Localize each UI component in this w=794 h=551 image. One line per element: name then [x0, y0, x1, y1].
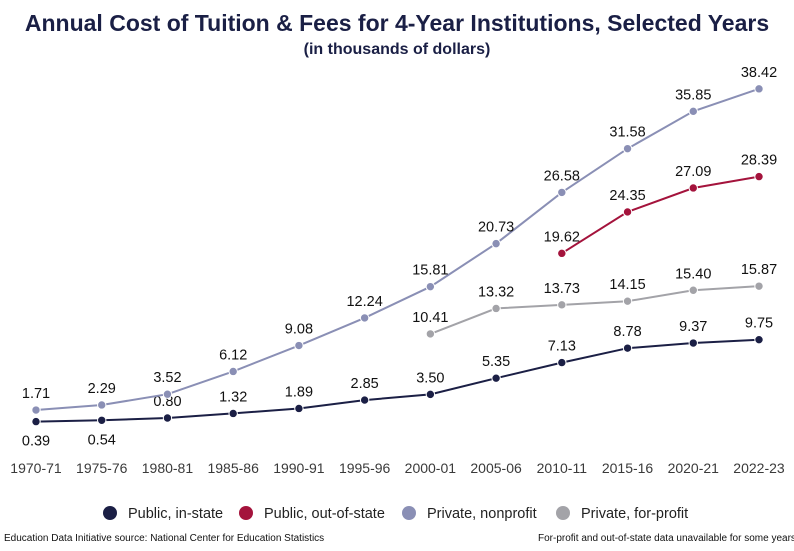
chart-title: Annual Cost of Tuition & Fees for 4-Year… — [24, 10, 770, 36]
data-label: 26.58 — [544, 168, 580, 184]
legend-marker — [103, 506, 117, 520]
series-line — [561, 175, 760, 255]
data-point — [425, 389, 436, 400]
x-tick-label: 1975-76 — [76, 460, 128, 476]
data-point — [491, 303, 501, 314]
data-label: 35.85 — [675, 87, 711, 103]
data-label: 0.54 — [88, 432, 116, 448]
data-point — [31, 405, 41, 415]
data-label: 28.39 — [741, 153, 777, 169]
x-tick-label: 2000-01 — [405, 460, 457, 476]
data-label: 15.40 — [675, 266, 711, 282]
data-label: 0.39 — [22, 434, 50, 450]
data-label: 1.89 — [285, 384, 313, 400]
legend-marker — [402, 506, 416, 520]
data-label: 12.24 — [346, 294, 382, 310]
source-note: Education Data Initiative source: Nation… — [4, 533, 325, 544]
data-label: 9.08 — [285, 322, 313, 338]
x-tick-label: 2020-21 — [668, 460, 720, 476]
data-point — [688, 106, 698, 117]
data-point — [688, 183, 698, 193]
data-point — [97, 415, 107, 425]
data-point — [425, 329, 436, 339]
data-point — [31, 416, 41, 427]
data-label: 1.71 — [22, 386, 50, 402]
legend-label: Public, out-of-state — [264, 506, 385, 522]
data-point — [622, 143, 633, 154]
data-point — [622, 207, 633, 217]
data-label: 15.87 — [741, 262, 777, 278]
x-tick-label: 2015-16 — [602, 460, 654, 476]
data-label: 9.75 — [745, 316, 773, 332]
data-label: 15.81 — [412, 263, 448, 279]
data-label: 31.58 — [609, 125, 645, 141]
series-line — [35, 338, 760, 423]
data-point — [425, 281, 436, 292]
data-label: 13.32 — [478, 284, 514, 300]
data-point — [688, 338, 698, 348]
data-point — [557, 187, 567, 198]
data-point — [557, 300, 567, 310]
data-point — [491, 373, 501, 383]
data-point — [228, 408, 238, 419]
data-point — [294, 340, 304, 351]
legend-label: Private, nonprofit — [427, 506, 537, 522]
data-label: 27.09 — [675, 164, 711, 180]
data-point — [359, 395, 370, 405]
data-point — [754, 281, 764, 291]
data-label: 3.50 — [416, 370, 444, 386]
legend-label: Public, in-state — [128, 506, 223, 522]
x-tick-label: 2010-11 — [537, 460, 588, 476]
data-point — [491, 238, 501, 249]
x-tick-label: 1995-96 — [339, 460, 391, 476]
legend-label: Private, for-profit — [581, 506, 688, 522]
x-tick-label: 1985-86 — [207, 460, 259, 476]
data-point — [294, 403, 304, 414]
x-tick-label: 1990-91 — [273, 460, 325, 476]
availability-note: For-profit and out-of-state data unavail… — [538, 533, 794, 544]
data-point — [688, 285, 698, 295]
x-tick-label: 2005-06 — [470, 460, 522, 476]
data-label: 1.32 — [219, 389, 247, 405]
data-point — [557, 248, 567, 259]
chart-subtitle: (in thousands of dollars) — [303, 41, 491, 58]
data-label: 2.85 — [351, 376, 379, 392]
data-point — [622, 296, 633, 306]
data-point — [97, 400, 107, 410]
x-tick-label: 2022-23 — [733, 460, 785, 476]
data-label: 3.52 — [153, 370, 181, 386]
series-line — [35, 87, 760, 411]
data-point — [557, 357, 567, 368]
data-label: 19.62 — [544, 229, 580, 245]
data-label: 14.15 — [609, 277, 645, 293]
data-label: 20.73 — [478, 220, 514, 236]
data-label: 10.41 — [412, 310, 448, 326]
x-tick-label: 1980-81 — [142, 460, 194, 476]
data-point — [162, 389, 173, 399]
data-label: 0.80 — [153, 394, 181, 410]
data-point — [622, 343, 633, 353]
data-point — [754, 334, 764, 345]
data-label: 9.37 — [679, 319, 707, 335]
data-label: 13.73 — [544, 281, 580, 297]
data-point — [162, 413, 173, 423]
data-label: 6.12 — [219, 347, 247, 363]
legend-marker — [239, 506, 253, 520]
data-label: 5.35 — [482, 354, 510, 370]
x-tick-label: 1970-71 — [10, 460, 62, 476]
data-point — [228, 366, 238, 377]
data-point — [359, 313, 370, 323]
data-point — [754, 84, 764, 94]
legend-marker — [556, 506, 570, 520]
data-label: 24.35 — [609, 188, 645, 204]
data-label: 2.29 — [88, 381, 116, 397]
data-label: 7.13 — [548, 339, 576, 355]
data-point — [754, 171, 764, 182]
data-label: 8.78 — [613, 324, 641, 340]
data-label: 38.42 — [741, 65, 777, 81]
series-line — [430, 285, 760, 335]
